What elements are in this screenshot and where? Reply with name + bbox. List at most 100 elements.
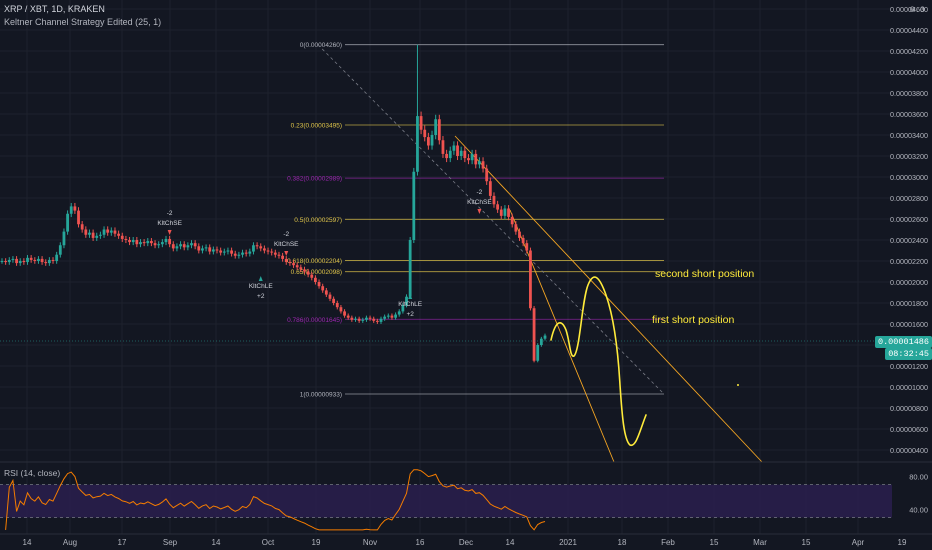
candle-body — [219, 250, 223, 253]
signal-value: -2 — [283, 231, 289, 238]
price-tick-label: 0.00002000 — [890, 278, 928, 287]
candle-body — [288, 262, 292, 264]
price-tick-label: 0.00003200 — [890, 152, 928, 161]
candle-body — [55, 254, 59, 261]
freehand-drawing[interactable] — [550, 276, 739, 446]
candle-body — [0, 261, 4, 262]
price-axis[interactable]: 0.00004600 0.00004400 0.00004200 0.00004000… — [890, 0, 932, 534]
fib-level-label: 0.786(0.00001645) — [287, 317, 342, 324]
hand-drawn-projection — [550, 276, 647, 446]
candle-body — [22, 261, 26, 263]
candle-body — [430, 135, 434, 146]
candle-body — [529, 250, 532, 309]
candle-body — [18, 261, 22, 264]
fib-level-label: 0.382(0.00002989) — [287, 176, 342, 183]
candle-body — [281, 255, 285, 259]
candle-body — [84, 229, 88, 235]
time-tick-label: Feb — [661, 538, 675, 547]
rsi-pane[interactable]: 80.00 40.00 — [0, 461, 932, 531]
candle-body — [397, 311, 401, 315]
price-tick-label: 0.00001000 — [890, 383, 928, 392]
lower-trend-line — [509, 209, 615, 463]
price-tick-label: 0.00004000 — [890, 68, 928, 77]
candle-body — [109, 230, 113, 233]
candle-body — [543, 335, 547, 339]
drawing-dot — [737, 384, 739, 386]
candle-body — [335, 303, 339, 308]
upper-trend-line — [454, 135, 763, 463]
price-tick-label: 0.00002600 — [890, 215, 928, 224]
candle-body — [106, 229, 110, 233]
strategy-signals: -2 KltChSE -2 KltChSE KltChLE +2 KltChLE +2 -2 Kl… — [157, 189, 492, 318]
candle-body — [525, 243, 529, 251]
time-tick-label: 19 — [898, 538, 907, 547]
candle-body — [58, 245, 62, 255]
candle-body — [485, 168, 489, 182]
candle-body — [88, 232, 91, 235]
candle-body — [252, 245, 255, 252]
candle-body — [244, 252, 248, 254]
candle-body — [248, 251, 252, 254]
candle-body — [434, 119, 438, 135]
signal-arrow-down — [284, 251, 289, 256]
candle-body — [328, 294, 332, 299]
candle-body — [346, 315, 350, 318]
fib-retracement[interactable]: 0(0.00004260) 0.23(0.00003495) 0.382(0.000… — [287, 42, 665, 399]
candle-body — [157, 244, 161, 246]
candle-body — [117, 233, 121, 236]
candle-body — [488, 181, 492, 196]
candle-body — [190, 243, 193, 246]
candle-body — [208, 247, 212, 252]
candle-body — [113, 230, 117, 234]
candle-body — [314, 277, 317, 282]
signal-value: +2 — [406, 311, 414, 318]
fib-level-label: 1(0.00000933) — [300, 392, 342, 399]
fib-level-label: 0.618(0.00002204) — [287, 258, 342, 265]
time-axis[interactable]: 14 Aug 17 Sep 14 Oct 19 Nov 16 Dec 14 2021 18 Feb 15 Ma… — [0, 533, 932, 547]
candle-body — [536, 345, 540, 361]
fib-level-label: 0.5(0.00002597) — [294, 217, 342, 224]
time-tick-label: 14 — [506, 538, 515, 547]
candles — [0, 44, 892, 363]
candle-body — [7, 259, 11, 263]
fib-diagonal — [317, 44, 665, 395]
candle-body — [102, 229, 106, 235]
symbol-title[interactable]: XRP / XBT, 1D, KRAKEN — [4, 4, 105, 14]
trend-lines[interactable] — [454, 135, 763, 463]
indicator-title[interactable]: Keltner Channel Strategy Edited (25, 1) — [4, 17, 162, 27]
price-tick-label: 0.00004600 — [890, 5, 928, 14]
candle-body — [37, 258, 40, 261]
candle-body — [4, 261, 8, 263]
first-short-annotation: first short position — [652, 314, 734, 326]
candle-body — [452, 145, 456, 151]
candle-body — [478, 161, 481, 165]
signal-label: KltChLE — [249, 283, 274, 290]
text-annotations[interactable]: second short position first short positio… — [652, 268, 754, 326]
candle-body — [164, 238, 168, 243]
price-tick-label: 0.00001800 — [890, 299, 928, 308]
candle-body — [171, 244, 175, 249]
signal-value: -2 — [477, 189, 483, 196]
candle-body — [204, 247, 208, 249]
candle-body — [441, 140, 445, 154]
candle-body — [339, 307, 343, 312]
rsi-tick-label: 80.00 — [909, 472, 928, 481]
candle-body — [233, 253, 237, 256]
candle-body — [255, 245, 259, 247]
time-tick-label: Oct — [262, 538, 275, 547]
signal-label: KltChSE — [467, 199, 492, 206]
signal-label: KltChSE — [157, 220, 182, 227]
candle-body — [230, 250, 233, 254]
rsi-title[interactable]: RSI (14, close) — [4, 468, 61, 478]
candle-body — [390, 315, 394, 318]
price-tick-label: 0.00001200 — [890, 362, 928, 371]
fib-level-label: 0.23(0.00003495) — [291, 123, 342, 130]
candle-body — [303, 269, 306, 272]
candle-body — [321, 286, 325, 291]
candle-body — [332, 298, 336, 303]
candle-body — [474, 153, 478, 165]
candle-body — [211, 249, 215, 252]
candle-body — [350, 317, 354, 320]
candle-body — [80, 224, 84, 230]
